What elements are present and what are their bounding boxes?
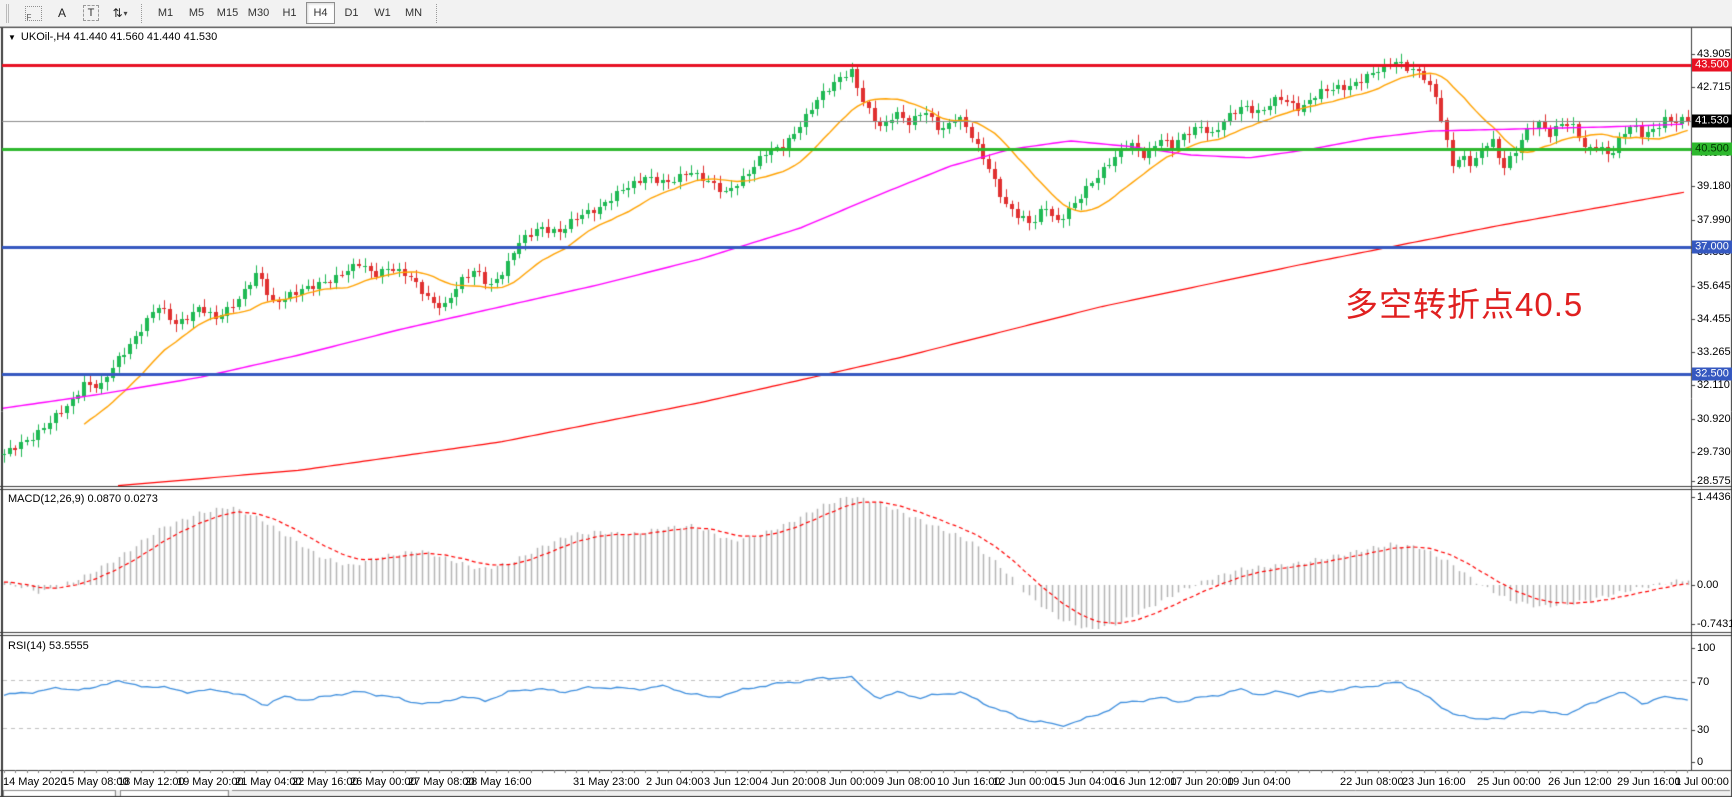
time-axis-label: 23 Jun 16:00 [1402,776,1466,788]
time-axis-label: 10 Jun 16:00 [937,776,1001,788]
time-axis-label: 25 Jun 00:00 [1477,776,1541,788]
time-axis-label: 29 Jun 16:00 [1617,776,1681,788]
time-axis-label: 22 Jun 08:00 [1340,776,1404,788]
timeframe-m30[interactable]: M30 [247,7,270,19]
time-axis-label: 12 Jun 00:00 [993,776,1057,788]
time-axis-label: 1 Jul 00:00 [1675,776,1729,788]
time-axis-label: 8 Jun 00:00 [820,776,878,788]
price-tick-label: 37.990 [1697,214,1731,226]
chevron-down-icon: ▾ [123,8,128,18]
time-axis-label: 31 May 23:00 [573,776,640,788]
timeframe-w1[interactable]: W1 [374,7,391,19]
time-axis-label: 15 Jun 04:00 [1053,776,1117,788]
time-axis-label: 26 Jun 12:00 [1548,776,1612,788]
toolbar-grip[interactable] [6,3,14,23]
time-axis-label: 16 Jun 12:00 [1113,776,1177,788]
price-tick-label: 39.180 [1697,180,1731,192]
time-axis-label: 19 May 20:00 [177,776,244,788]
price-level-box: 37.000 [1692,240,1732,254]
price-tick-label: 33.265 [1697,346,1731,358]
time-axis-label: 9 Jun 08:00 [878,776,936,788]
macd-tick-label: 1.4436 [1697,491,1731,503]
time-axis-label: 14 May 2020 [3,776,67,788]
rsi-tick-label: 0 [1697,756,1704,768]
price-tick-label: 28.575 [1697,475,1731,487]
time-axis-label: 4 Jun 20:00 [762,776,820,788]
text-tool-button[interactable]: T [78,3,104,23]
time-axis-label: 3 Jun 12:00 [704,776,762,788]
timeframe-h4[interactable]: H4 [306,2,335,24]
chart-title-text: UKOil-,H4 41.440 41.560 41.440 41.530 [20,31,218,43]
timeframe-m5[interactable]: M5 [188,7,205,19]
annotation-text[interactable]: 多空转折点40.5 [1345,286,1584,323]
price-tick-label: 34.455 [1697,313,1731,325]
toolbar: F A T ⇅ ▾ M1 M5 M15 M30 H1 H4 D1 W1 MN [0,0,1732,27]
time-axis-label: 28 May 16:00 [465,776,532,788]
cycle-arrows-icon: ⇅ [112,6,123,20]
price-level-box: 32.500 [1692,367,1732,381]
time-axis-label: 2 Jun 04:00 [646,776,704,788]
timeframe-h1[interactable]: H1 [282,7,297,19]
rsi-label: RSI(14) 53.5555 [8,640,89,652]
chart-frame-button[interactable]: F [20,3,46,23]
price-level-box: 40.500 [1692,142,1732,156]
time-axis-label: 17 Jun 20:00 [1170,776,1234,788]
time-axis-label: 19 Jun 04:00 [1227,776,1291,788]
timeframe-m1[interactable]: M1 [157,7,174,19]
timeframe-mn[interactable]: MN [404,7,423,19]
cursor-arrow-button[interactable]: A [57,6,66,20]
price-level-box: 43.500 [1692,58,1732,72]
macd-tick-label: -0.7431 [1697,618,1732,630]
dotted-frame-icon: F [24,5,42,22]
rsi-tick-label: 30 [1697,724,1710,736]
time-axis-label: 15 May 08:00 [62,776,129,788]
price-tick-label: 32.110 [1697,379,1730,391]
price-tick-label: 29.730 [1697,446,1731,458]
timeframe-m15[interactable]: M15 [216,7,239,19]
timeframe-group: M1 M5 M15 M30 H1 H4 D1 W1 MN [151,2,428,24]
time-axis-label: 27 May 08:00 [408,776,475,788]
rsi-tick-label: 70 [1697,676,1710,688]
cycle-arrows-button[interactable]: ⇅ ▾ [107,3,133,23]
price-level-box: 41.530 [1692,114,1732,128]
title-caret-icon: ▼ [8,32,16,42]
toolbar-separator [141,3,143,23]
rsi-tick-label: 100 [1697,642,1716,654]
macd-tick-label: 0.00 [1697,579,1719,591]
time-axis-label: 21 May 04:00 [235,776,302,788]
time-axis-label: 22 May 16:00 [292,776,359,788]
price-tick-label: 30.920 [1697,413,1731,425]
time-axis-label: 26 May 00:00 [350,776,417,788]
price-tick-label: 35.645 [1697,280,1731,292]
macd-label: MACD(12,26,9) 0.0870 0.0273 [8,493,158,505]
timeframe-d1[interactable]: D1 [344,7,359,19]
chart-title[interactable]: ▼ UKOil-,H4 41.440 41.560 41.440 41.530 [8,31,217,43]
time-axis-label: 18 May 12:00 [118,776,185,788]
price-tick-label: 42.715 [1697,81,1731,93]
price-tick-label: 43.905 [1697,48,1731,60]
text-tool-icon: T [82,5,100,21]
toolbar-separator [436,3,438,23]
